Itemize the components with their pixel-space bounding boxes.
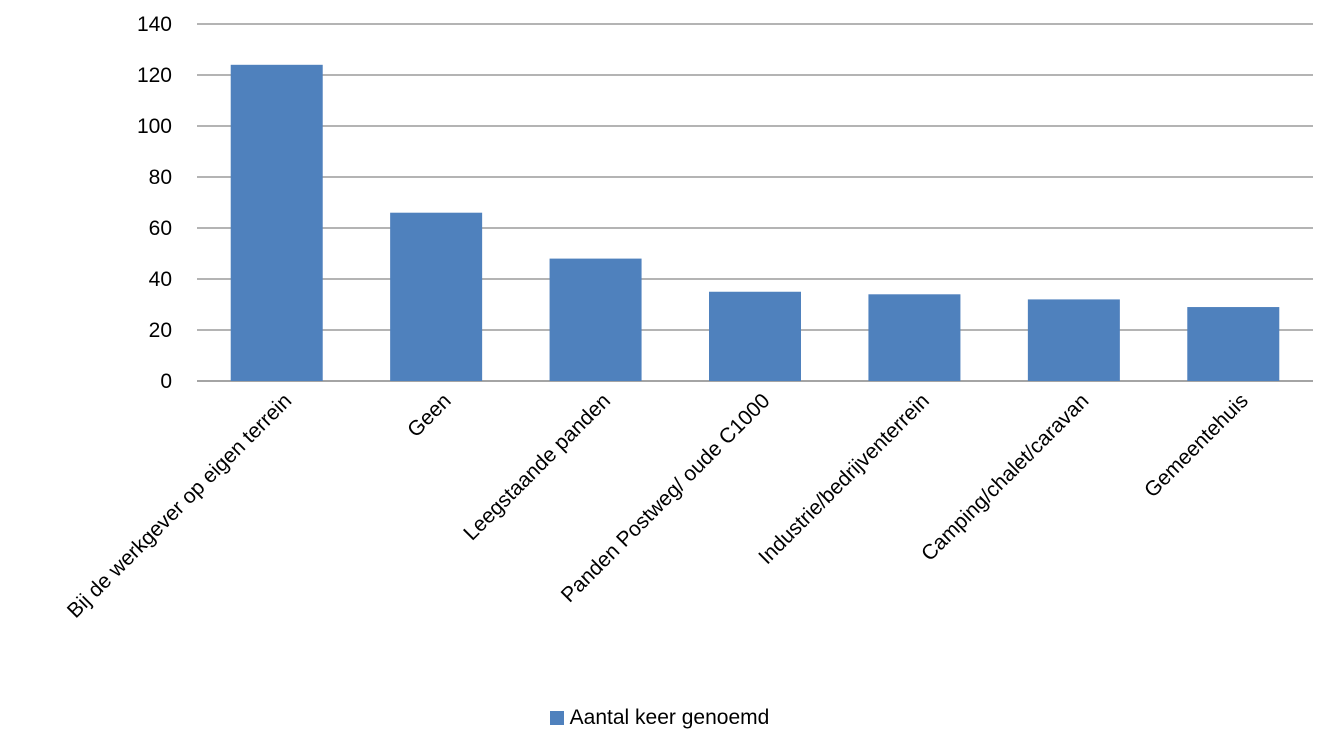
x-category-label: Gemeentehuis [1140, 389, 1253, 502]
y-tick-label: 20 [149, 319, 172, 342]
y-tick-label: 60 [149, 217, 172, 240]
gridlines [197, 23, 1313, 382]
legend: Aantal keer genoemd [0, 706, 1319, 730]
y-tick-label: 40 [149, 268, 172, 291]
bar [1027, 299, 1120, 381]
x-category-label: Bij de werkgever op eigen terrein [63, 389, 296, 622]
y-axis-tick-labels: 0 20 40 60 80 100 120 140 [137, 13, 172, 393]
y-tick-label: 0 [160, 370, 172, 393]
x-category-label: Industrie/bedrijventerrein [754, 389, 934, 569]
x-category-label: Camping/chalet/caravan [917, 389, 1093, 565]
y-tick-label: 120 [137, 64, 172, 87]
x-category-label: Geen [403, 389, 456, 442]
x-category-label: Leegstaande panden [459, 389, 615, 545]
legend-label: Aantal keer genoemd [569, 706, 770, 729]
y-tick-label: 140 [137, 13, 172, 36]
y-tick-label: 80 [149, 166, 172, 189]
bar [709, 291, 801, 381]
bar [230, 64, 323, 382]
bars [230, 64, 1280, 382]
bar [1187, 307, 1280, 381]
bar [868, 294, 961, 381]
bar [549, 258, 642, 381]
x-axis-category-labels: Bij de werkgever op eigen terrein Geen Lee… [63, 389, 1253, 622]
y-tick-label: 100 [137, 115, 172, 138]
legend-swatch [549, 711, 564, 725]
bar [390, 212, 483, 381]
bar-chart: 0 20 40 60 80 100 120 140 Bij de werkgever op e… [63, 13, 1313, 623]
